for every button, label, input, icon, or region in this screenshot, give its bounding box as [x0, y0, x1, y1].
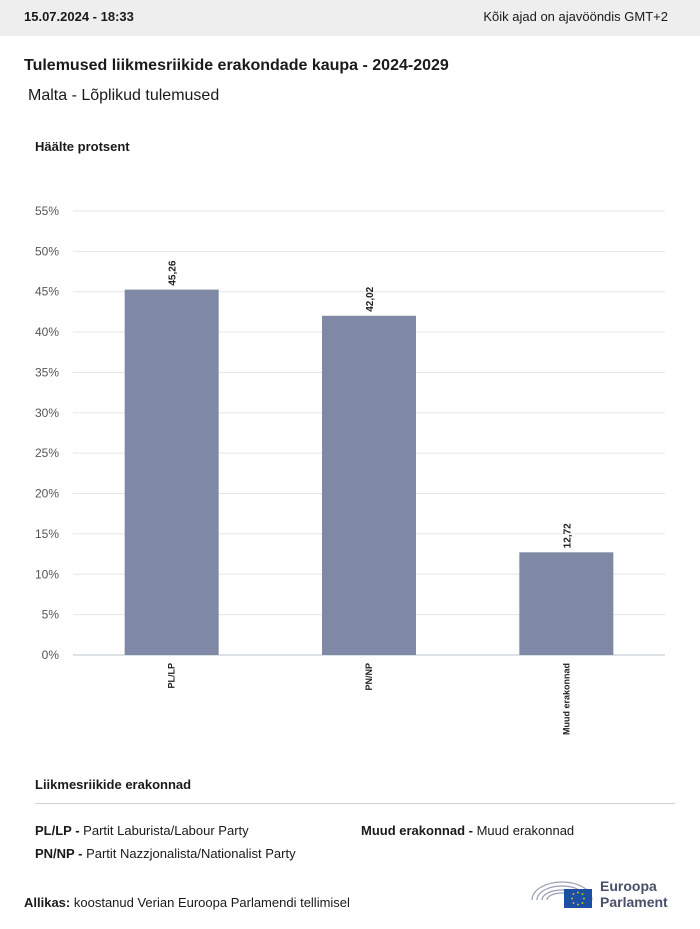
y-axis-label: Häälte protsent: [35, 139, 130, 154]
bar: [519, 552, 614, 655]
logo-line-1: Euroopa: [600, 878, 657, 894]
y-tick-label: 20%: [35, 487, 59, 501]
y-tick-label: 35%: [35, 365, 59, 379]
y-tick-label: 25%: [35, 446, 59, 460]
y-tick-label: 30%: [35, 406, 59, 420]
y-tick-label: 15%: [35, 527, 59, 541]
legend-abbr: Muud erakonnad -: [361, 823, 473, 838]
y-tick-label: 45%: [35, 285, 59, 299]
bar: [124, 289, 219, 655]
european-parliament-logo: [531, 881, 593, 908]
legend-item-pn: PN/NP - Partit Nazzjonalista/Nationalist…: [35, 846, 296, 861]
chart-title: Tulemused liikmesriikide erakondade kaup…: [24, 57, 449, 74]
legend-party-name: Muud erakonnad: [476, 823, 575, 838]
y-tick-label: 55%: [35, 204, 59, 218]
y-tick-label: 5%: [42, 608, 60, 622]
y-tick-label: 0%: [42, 648, 60, 662]
legend-item-pl: PL/LP - Partit Laburista/Labour Party: [35, 823, 249, 838]
x-tick-label: PL/LP: [167, 663, 177, 689]
legend-title: Liikmesriikide erakonnad: [35, 777, 192, 792]
x-tick-label: PN/NP: [364, 663, 374, 691]
legend-party-name: Partit Nazzjonalista/Nationalist Party: [86, 846, 296, 861]
eu-flag-icon: [564, 889, 592, 908]
timestamp: 15.07.2024 - 18:33: [24, 9, 134, 24]
y-tick-label: 10%: [35, 567, 59, 581]
bar-value-label: 12,72: [562, 523, 573, 548]
source-text: koostanud Verian Euroopa Parlamendi tell…: [73, 895, 350, 910]
y-tick-label: 40%: [35, 325, 59, 339]
source-label: Allikas:: [24, 895, 71, 910]
chart-subtitle: Malta - Lõplikud tulemused: [28, 87, 220, 104]
y-tick-label: 50%: [35, 244, 59, 258]
bar-value-label: 42,02: [365, 286, 376, 311]
legend-party-name: Partit Laburista/Labour Party: [83, 823, 249, 838]
logo-text: Euroopa Parlament: [600, 878, 668, 910]
bar-value-label: 45,26: [168, 260, 179, 285]
legend-item-muud: Muud erakonnad - Muud erakonnad: [361, 823, 574, 838]
logo-line-2: Parlament: [600, 894, 668, 910]
legend-abbr: PN/NP -: [35, 846, 83, 861]
legend-abbr: PL/LP -: [35, 823, 80, 838]
source-note: Allikas: koostanud Verian Euroopa Parlam…: [24, 895, 350, 910]
bar-chart: 0% 5% 10% 15% 20% 25% 30% 35% 40% 45% 50% 55% 45,26 P…: [35, 204, 665, 735]
x-tick-label: Muud erakonnad: [561, 663, 571, 735]
bar: [322, 315, 416, 655]
top-bar: 15.07.2024 - 18:33 Kõik ajad on ajavöönd…: [0, 0, 700, 36]
timezone-note: Kõik ajad on ajavööndis GMT+2: [483, 9, 668, 24]
legend-divider: [35, 803, 675, 804]
